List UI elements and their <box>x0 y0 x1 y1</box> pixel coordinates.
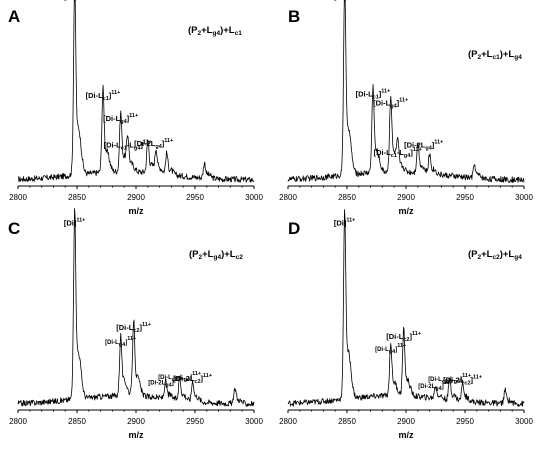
x-tick-label: 2900 <box>127 193 145 202</box>
peak-label: [Di-Lc2]11+ <box>386 331 421 343</box>
x-tick-label: 2800 <box>9 417 27 426</box>
peak-label: [Di]11+ <box>64 217 86 227</box>
peak-label: [Di-Lc1]11+ <box>356 88 391 100</box>
condition-label: (P2+Lg4)+Lc2 <box>189 249 243 261</box>
x-tick-label: 3000 <box>245 193 263 202</box>
condition-label: (P2+Lg4)+Lc1 <box>188 25 242 37</box>
spectrum-panel-a: A (P2+Lg4)+Lc1 2800 2850 2900 2950 3000 m/z [Di]… <box>8 0 263 216</box>
peak-label: [Di-Lc1]11+ <box>86 90 121 102</box>
peak-label: [Di-2Lg4]11+ <box>148 376 182 388</box>
x-tick-label: 2950 <box>456 417 474 426</box>
x-tick-label: 3000 <box>245 417 263 426</box>
peak-label: [Di-Lc2-Lg4]11+ <box>158 371 201 383</box>
x-tick-label: 2950 <box>456 193 474 202</box>
peak-label: [Di-2Lg4]11+ <box>404 140 443 152</box>
x-tick-label: 2800 <box>9 193 27 202</box>
peak-label: [Di-2Lc2]11+ <box>173 373 212 385</box>
peak-label: [Di]11+ <box>334 0 356 1</box>
x-axis-label: m/z <box>128 430 144 440</box>
spectrum-panel-d: D (P2+Lc2)+Lg4 2800 2850 2900 2950 3000 m/z [Di]… <box>279 209 533 440</box>
x-tick-label: 2850 <box>68 193 86 202</box>
peak-label: [Di-Lg4]11+ <box>105 336 136 348</box>
x-tick-label: 2950 <box>186 417 204 426</box>
x-tick-label: 3000 <box>515 417 533 426</box>
x-tick-label: 2800 <box>279 417 297 426</box>
spectrum-trace <box>17 0 255 183</box>
peak-label: [Di]11+ <box>334 217 356 227</box>
panel-letter: B <box>288 7 300 26</box>
peak-label: [Di]11+ <box>64 0 86 1</box>
peak-label: [Di-Lc1-Lg4]11+ <box>104 140 152 152</box>
x-tick-label: 2900 <box>127 417 145 426</box>
peak-label: [Di-Lc2-Lg4]11+ <box>428 373 471 385</box>
peak-label: [Di-Lc1-Lg4]11+ <box>374 147 422 159</box>
condition-label: (P2+Lc2)+Lg4 <box>468 249 522 261</box>
spectrum-trace <box>287 209 525 407</box>
x-axis-label: m/z <box>398 206 414 216</box>
panel-letter: A <box>8 7 20 26</box>
spectrum-trace <box>17 208 255 407</box>
panel-letter: C <box>8 219 20 238</box>
spectrum-panel-c: C (P2+Lg4)+Lc2 2800 2850 2900 2950 3000 m/z [Di]… <box>8 208 263 440</box>
condition-label: (P2+Lc1)+Lg4 <box>468 49 522 61</box>
peak-label: [Di-2Lg4]11+ <box>134 138 173 150</box>
x-axis-label: m/z <box>398 430 414 440</box>
spectrum-panel-b: B (P2+Lc1)+Lg4 2800 2850 2900 2950 3000 m/z [Di]… <box>279 0 533 216</box>
x-tick-label: 2950 <box>186 193 204 202</box>
peak-label: [Di-Lc2]11+ <box>116 322 151 334</box>
peak-label: [Di-Lg4]11+ <box>375 343 406 355</box>
spectrum-trace <box>287 0 525 183</box>
peak-label: [Di-2Lg4]11+ <box>418 380 452 392</box>
x-tick-label: 2900 <box>397 417 415 426</box>
peak-label: [Di-2Lc2]11+ <box>443 375 482 387</box>
peak-label: [Di-Lg4]11+ <box>103 113 138 125</box>
peak-label: [Di-Lg4]11+ <box>373 97 408 109</box>
x-tick-label: 2800 <box>279 193 297 202</box>
x-axis-label: m/z <box>128 206 144 216</box>
x-tick-label: 2850 <box>68 417 86 426</box>
x-tick-label: 2850 <box>338 417 356 426</box>
x-tick-label: 2850 <box>338 193 356 202</box>
x-tick-label: 2900 <box>397 193 415 202</box>
panel-letter: D <box>288 219 300 238</box>
x-tick-label: 3000 <box>515 193 533 202</box>
